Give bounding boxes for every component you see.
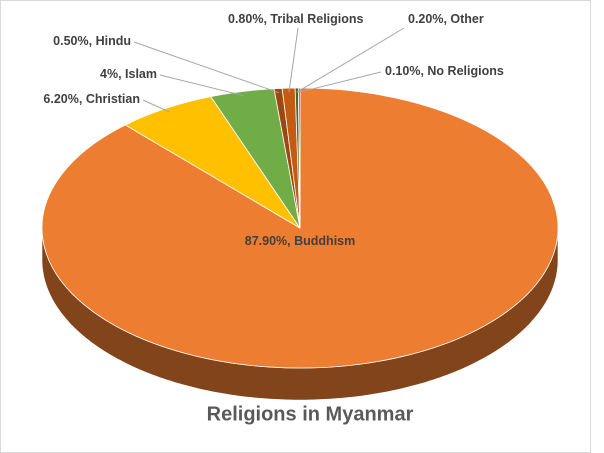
data-label-separator: , (420, 64, 427, 78)
data-label: 0.10%, No Religions (385, 64, 504, 78)
data-label: 0.50%, Hindu (53, 34, 131, 48)
leader-line (133, 41, 279, 94)
leader-line (299, 71, 382, 93)
data-label: 0.20%, Other (408, 12, 484, 26)
leader-line (142, 99, 170, 113)
data-label-separator: , (89, 34, 96, 48)
data-label-category: Christian (86, 92, 140, 106)
leader-line (296, 27, 405, 93)
chart-title: Religions in Myanmar (207, 403, 414, 425)
leader-line (288, 27, 299, 93)
data-label-category: Other (450, 12, 483, 26)
data-label: 87.90%, Buddhism (245, 234, 355, 248)
data-label-separator: , (118, 67, 125, 81)
data-label-value: 0.20% (408, 12, 443, 26)
data-label-value: 0.50% (53, 34, 88, 48)
data-label-category: No Religions (427, 64, 503, 78)
leader-line (159, 74, 244, 97)
data-label: 6.20%, Christian (43, 92, 140, 106)
pie-slice (297, 87, 301, 229)
data-label-value: 6.20% (43, 92, 78, 106)
data-label-category: Hindu (96, 34, 131, 48)
data-label-value: 87.90% (245, 234, 287, 248)
data-label: 4%, Islam (100, 67, 157, 81)
data-label-value: 4% (100, 67, 118, 81)
data-label-value: 0.80% (228, 12, 263, 26)
data-label-separator: , (287, 234, 294, 248)
data-label-separator: , (79, 92, 86, 106)
data-label-value: 0.10% (385, 64, 420, 78)
data-label-category: Islam (125, 67, 157, 81)
data-label: 0.80%, Tribal Religions (228, 12, 364, 26)
data-label-separator: , (443, 12, 450, 26)
data-label-separator: , (263, 12, 270, 26)
data-label-category: Buddhism (294, 234, 355, 248)
data-label-category: Tribal Religions (270, 12, 363, 26)
